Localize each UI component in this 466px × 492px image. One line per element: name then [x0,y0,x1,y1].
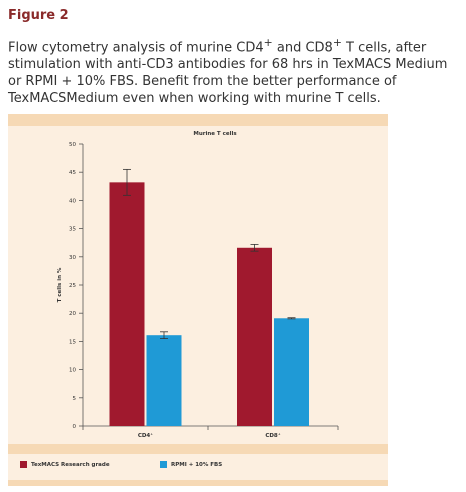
y-tick-label: 30 [69,255,76,261]
bar-rpmi-1 [274,318,309,426]
y-tick-label: 15 [69,339,76,345]
legend-label-texmacs: TexMACS Research grade [31,461,110,468]
bar-texmacs-0 [109,182,145,426]
bar-texmacs-1 [237,247,272,426]
legend: TexMACS Research grade RPMI + 10% FBS [8,454,388,480]
x-category-label: CD4⁺ [138,432,153,439]
chart-area: Murine T cells 0 5 10 15 20 25 30 35 40 45 50 T cell… [8,126,388,444]
figure-caption: Flow cytometry analysis of murine CD4+ a… [8,36,448,107]
legend-label-rpmi: RPMI + 10% FBS [171,461,223,468]
y-tick-label: 10 [69,368,76,374]
x-category-label: CD8⁺ [265,432,280,439]
y-tick-label: 45 [69,170,76,176]
legend-swatch-rpmi [160,461,167,468]
y-tick-label: 20 [69,311,76,317]
y-axis-label: T cells in % [57,267,63,302]
y-tick-label: 50 [69,142,76,148]
figure-title: Figure 2 [8,8,69,23]
y-tick-label: 35 [69,227,76,233]
chart-title: Murine T cells [193,131,237,137]
legend-swatch-texmacs [20,461,27,468]
y-tick-label: 0 [73,424,77,430]
legend-item-texmacs: TexMACS Research grade [20,461,110,468]
legend-item-rpmi: RPMI + 10% FBS [160,461,222,468]
y-tick-label: 25 [69,283,76,289]
y-tick-label: 5 [73,396,77,402]
y-tick-label: 40 [69,198,76,204]
bar-chart: Murine T cells 0 5 10 15 20 25 30 35 40 45 50 T cell… [57,131,339,439]
bar-rpmi-0 [146,335,182,426]
chart-panel: Murine T cells 0 5 10 15 20 25 30 35 40 45 50 T cell… [8,114,388,486]
